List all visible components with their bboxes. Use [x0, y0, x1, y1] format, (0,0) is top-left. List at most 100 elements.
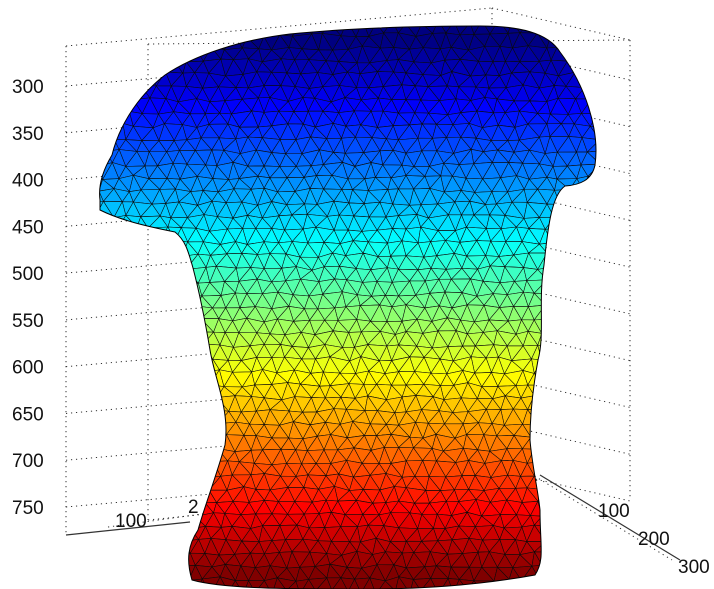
mesh-face — [571, 226, 590, 243]
mesh-face — [158, 487, 173, 504]
mesh-face — [122, 383, 138, 399]
mesh-face — [111, 436, 127, 449]
mesh-face — [112, 344, 130, 359]
mesh-face — [173, 343, 188, 362]
mesh-face — [173, 333, 188, 348]
mesh-face — [167, 358, 184, 373]
mesh-face — [125, 292, 146, 309]
mesh-face — [132, 318, 153, 332]
mesh-face — [541, 399, 560, 413]
mesh-face — [99, 35, 100, 49]
mesh-face — [125, 538, 146, 555]
mesh-face — [188, 383, 205, 401]
mesh-face — [201, 26, 217, 38]
mesh-face — [99, 538, 108, 555]
mesh-face — [567, 450, 585, 463]
mesh-face — [150, 268, 168, 284]
mesh-face — [154, 253, 173, 270]
mesh-face — [171, 46, 187, 63]
mesh-face — [99, 60, 116, 73]
mesh-face — [186, 331, 205, 348]
mesh-face — [560, 513, 576, 527]
mesh-face — [163, 333, 179, 345]
mesh-face — [582, 190, 596, 205]
mesh-face — [604, 296, 621, 308]
mesh-face — [557, 488, 578, 501]
mesh-face — [567, 408, 585, 425]
mesh-face — [99, 553, 105, 568]
mesh-face — [142, 308, 161, 322]
mesh-face — [561, 423, 575, 439]
mesh-face — [155, 395, 174, 410]
mesh-face — [177, 331, 200, 348]
mesh-face — [103, 553, 123, 568]
mesh-face — [157, 408, 177, 426]
mesh-face — [99, 304, 106, 321]
mesh-face — [544, 460, 559, 477]
mesh-face — [579, 48, 596, 63]
mesh-face — [110, 305, 127, 320]
mesh-face — [605, 205, 621, 214]
mesh-face — [144, 292, 157, 310]
mesh-face — [111, 408, 130, 424]
mesh-face — [587, 409, 596, 426]
mesh-face — [600, 344, 613, 361]
mesh-face — [149, 343, 169, 359]
mesh-face — [142, 318, 161, 332]
x-tick-label: 100 — [115, 511, 147, 532]
mesh-face — [566, 370, 583, 388]
mesh-face — [171, 34, 190, 48]
mesh-face — [144, 254, 157, 270]
mesh-face — [136, 539, 150, 553]
mesh-face — [99, 26, 104, 38]
mesh-face — [566, 26, 581, 37]
mesh-face — [550, 423, 569, 439]
mesh-face — [605, 384, 620, 400]
mesh-face — [572, 35, 589, 50]
mesh-face — [99, 319, 109, 334]
mesh-face — [552, 551, 569, 566]
mesh-face — [591, 98, 596, 115]
mesh-face — [581, 344, 596, 359]
mesh-face — [85, 110, 97, 127]
mesh-face — [558, 408, 576, 426]
mesh-face — [99, 240, 113, 255]
mesh-face — [148, 550, 169, 569]
mesh-face — [133, 579, 153, 589]
mesh-face — [117, 317, 134, 332]
mesh-face — [574, 383, 589, 398]
mesh-face — [125, 241, 145, 257]
mesh-face — [133, 356, 151, 375]
mesh-face — [167, 541, 184, 555]
mesh-face — [574, 396, 589, 414]
mesh-face — [588, 450, 596, 462]
mesh-face — [193, 424, 212, 440]
mesh-face — [133, 487, 151, 500]
mesh-face — [157, 58, 173, 73]
mesh-face — [607, 359, 623, 373]
mesh-face — [133, 422, 150, 439]
mesh-face — [597, 462, 611, 477]
mesh-face — [122, 446, 138, 464]
mesh-face — [162, 33, 182, 49]
mesh-face — [589, 241, 596, 255]
mesh-face — [158, 499, 173, 515]
mesh-face — [533, 384, 551, 401]
mesh-face — [129, 346, 145, 359]
mesh-face — [193, 435, 212, 451]
mesh-face — [558, 370, 576, 388]
mesh-face — [587, 397, 596, 414]
mesh-face — [211, 26, 228, 35]
mesh-face — [580, 512, 596, 529]
mesh-face — [140, 460, 158, 477]
mesh-face — [136, 292, 153, 310]
mesh-face — [150, 384, 166, 397]
mesh-face — [584, 319, 596, 332]
mesh-face — [81, 266, 96, 280]
mesh-face — [584, 550, 596, 568]
mesh-face — [99, 111, 107, 128]
mesh-face — [99, 473, 108, 491]
mesh-face — [561, 226, 573, 243]
mesh-face — [117, 330, 134, 349]
mesh-face — [81, 438, 98, 449]
